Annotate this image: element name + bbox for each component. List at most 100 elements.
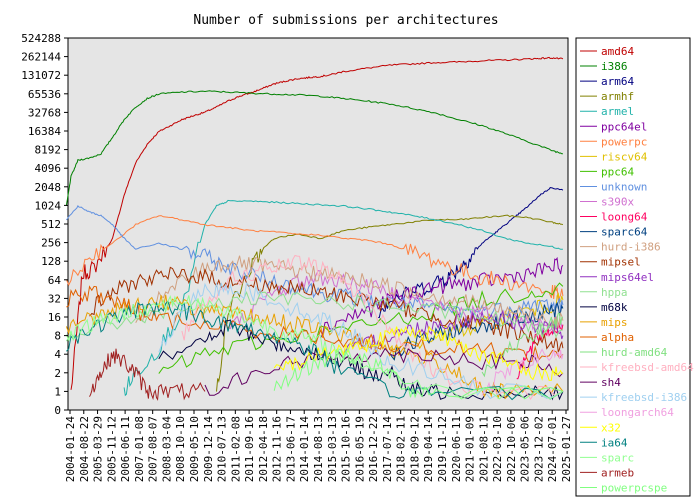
series-line-amd64 [70, 56, 564, 390]
x-tick-label: 2008-10-10 [174, 416, 187, 482]
series-line-unknown [66, 205, 564, 321]
x-tick-label: 2013-06-17 [284, 416, 297, 482]
legend-label-loong64: loong64 [601, 211, 648, 224]
legend-label-mips64el: mips64el [601, 271, 654, 284]
x-tick-label: 2016-12-22 [367, 416, 380, 482]
y-tick-label: 524288 [21, 32, 61, 45]
legend-label-powerpcspe: powerpcspe [601, 481, 667, 494]
y-axis: 0 1 2 4 8 16 32 64 128 256 512 1024 2048 4096 8192 1638… [21, 32, 68, 417]
y-tick-label: 1 [54, 385, 61, 398]
legend-label-i386: i386 [601, 60, 628, 73]
series-line-powerpcspe [273, 348, 564, 400]
series-line-hppa [65, 290, 564, 342]
series-line-sparc [65, 295, 564, 400]
y-tick-label: 32768 [28, 106, 61, 119]
x-tick-label: 2009-05-10 [188, 416, 201, 482]
y-tick-label: 16 [48, 311, 61, 324]
x-tick-label: 2023-05-06 [519, 416, 532, 482]
legend-label-powerpc: powerpc [601, 135, 647, 148]
x-tick-label: 2004-08-22 [78, 416, 91, 482]
x-tick-label: 2011-02-08 [229, 416, 242, 482]
x-tick-label: 2019-11-12 [436, 416, 449, 482]
series-line-i386 [65, 90, 563, 206]
x-tick-label: 2018-09-12 [408, 416, 421, 482]
legend-label-x32: x32 [601, 421, 621, 434]
x-tick-label: 2015-10-16 [340, 416, 353, 482]
x-tick-label: 2025-01-27 [560, 416, 573, 482]
legend-label-ia64: ia64 [601, 436, 628, 449]
series-line-kfreebsd-amd64 [181, 254, 564, 400]
series-line-loong64 [516, 322, 564, 380]
y-tick-label: 8 [54, 330, 61, 343]
legend-label-alpha: alpha [601, 331, 634, 344]
y-tick-label: 8192 [35, 144, 62, 157]
y-tick-label: 4096 [35, 162, 62, 175]
legend-label-ppc64: ppc64 [601, 165, 634, 178]
legend-label-armel: armel [601, 105, 634, 118]
legend-label-amd64: amd64 [601, 45, 634, 58]
x-tick-label: 2020-06-11 [450, 416, 463, 482]
legend-label-m68k: m68k [601, 301, 628, 314]
x-tick-label: 2007-01-08 [133, 416, 146, 482]
legend-label-kfreebsd-amd64: kfreebsd-amd64 [601, 361, 694, 374]
legend-label-kfreebsd-i386: kfreebsd-i386 [601, 391, 687, 404]
y-tick-label: 32 [48, 292, 61, 305]
series-line-alpha [66, 285, 564, 363]
legend-label-loongarch64: loongarch64 [601, 406, 674, 419]
x-tick-label: 2019-04-14 [422, 416, 435, 483]
x-tick-label: 2022-03-10 [491, 416, 504, 482]
x-tick-label: 2010-07-13 [216, 416, 229, 482]
series-line-ia64 [66, 300, 564, 401]
y-tick-label: 2 [54, 367, 61, 380]
chart-title: Number of submissions per architectures [193, 13, 498, 28]
legend: amd64 i386 arm64 armhf armel ppc64el powerpc ri… [575, 37, 694, 497]
y-tick-label: 4 [54, 348, 61, 361]
series-line-hurd-amd64 [481, 312, 564, 378]
series-line-mipsel [89, 266, 564, 353]
x-tick-label: 2024-07-01 [546, 416, 559, 482]
y-tick-label: 65536 [28, 88, 61, 101]
series-line-hurd-i386 [135, 255, 564, 329]
x-tick-label: 2006-06-11 [119, 416, 132, 482]
legend-label-sh4: sh4 [601, 376, 621, 389]
legend-label-s390x: s390x [601, 196, 634, 209]
x-tick-label: 2021-01-09 [464, 416, 477, 482]
y-tick-label: 131072 [21, 69, 61, 82]
legend-label-armhf: armhf [601, 90, 634, 103]
x-tick-label: 2015-03-13 [326, 416, 339, 482]
legend-label-armeb: armeb [601, 466, 634, 479]
legend-label-riscv64: riscv64 [601, 150, 648, 163]
y-tick-label: 0 [54, 404, 61, 417]
x-tick-label: 2014-01-14 [298, 416, 311, 483]
legend-label-hurd-i386: hurd-i386 [601, 241, 661, 254]
y-tick-label: 512 [41, 218, 61, 231]
x-tick-label: 2004-01-24 [64, 416, 77, 483]
y-tick-label: 2048 [35, 181, 62, 194]
y-tick-label: 16384 [28, 125, 61, 138]
x-tick-label: 2017-07-14 [381, 416, 394, 483]
x-tick-label: 2022-10-06 [505, 416, 518, 482]
series-line-sh4 [204, 347, 564, 396]
legend-label-hppa: hppa [601, 286, 628, 299]
series-line-ppc64el [319, 256, 564, 339]
y-tick-label: 256 [41, 237, 61, 250]
series-line-arm64 [378, 187, 564, 319]
legend-label-arm64: arm64 [601, 75, 634, 88]
x-tick-label: 2012-11-16 [271, 416, 284, 482]
y-tick-label: 128 [41, 255, 61, 268]
x-tick-label: 2012-04-18 [257, 416, 270, 482]
x-tick-label: 2023-12-02 [532, 416, 545, 482]
legend-label-mips: mips [601, 316, 628, 329]
series-line-powerpc [65, 215, 564, 302]
x-tick-label: 2007-08-07 [147, 416, 160, 482]
x-tick-label: 2014-08-13 [312, 416, 325, 482]
legend-label-unknown: unknown [601, 180, 647, 193]
legend-label-mipsel: mipsel [601, 256, 641, 269]
y-tick-label: 262144 [21, 51, 61, 64]
series-line-armhf [216, 214, 564, 392]
x-tick-label: 2021-08-11 [477, 416, 490, 482]
series-line-kfreebsd-i386 [158, 282, 564, 400]
y-tick-label: 1024 [35, 199, 62, 212]
x-tick-label: 2011-09-16 [243, 416, 256, 482]
